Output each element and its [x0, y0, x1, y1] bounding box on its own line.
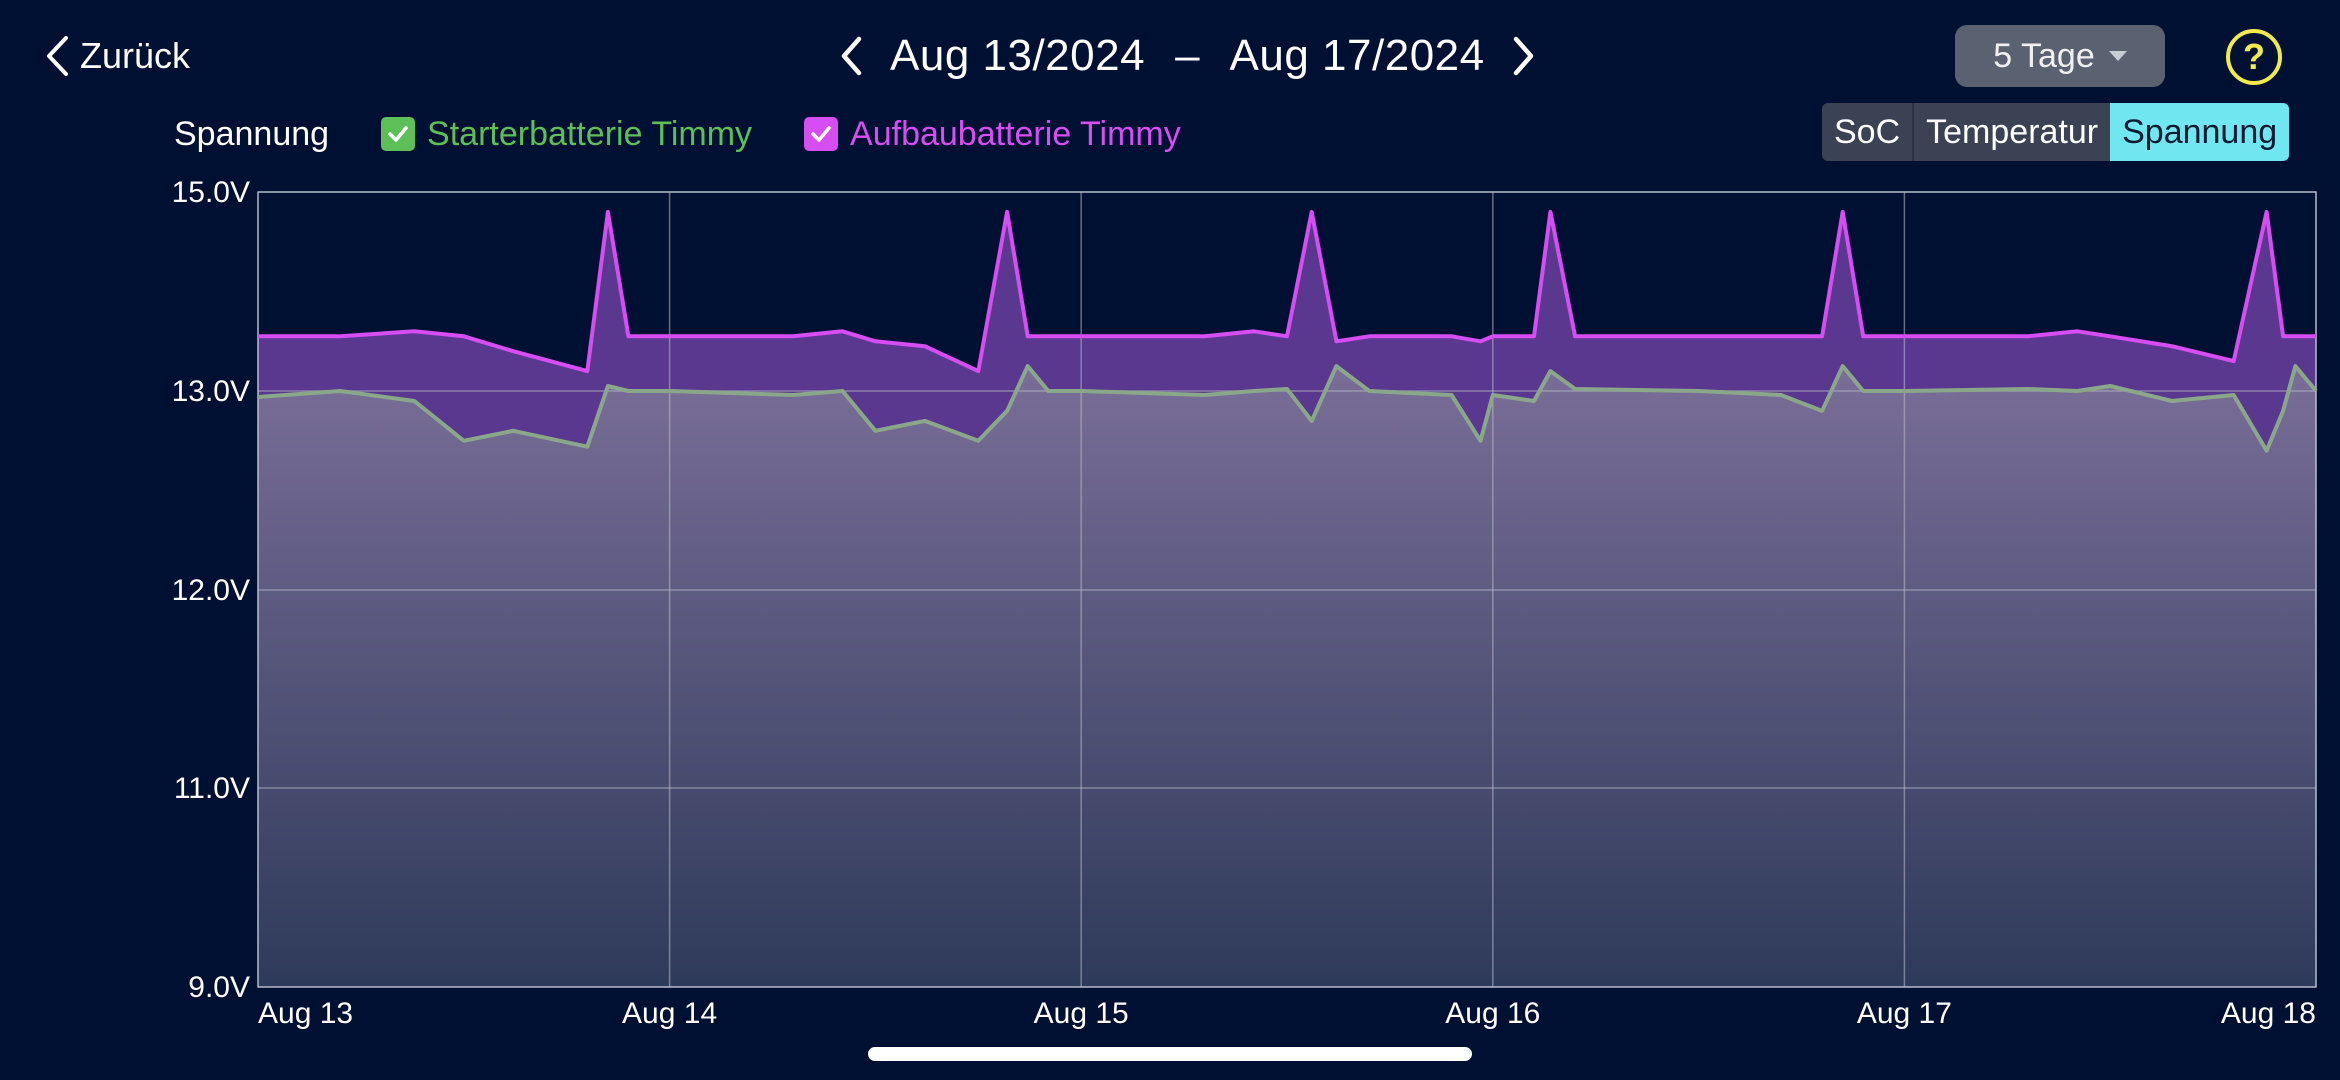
legend-label-aufbaubatterie: Aufbaubatterie Timmy	[850, 114, 1181, 153]
checkmark-icon	[388, 126, 408, 142]
metric-segmented-control: SoC Temperatur Spannung	[1822, 103, 2290, 161]
y-tick-label: 11.0V	[174, 772, 250, 805]
back-button[interactable]: Zurück	[44, 30, 190, 82]
tab-temperatur-label: Temperatur	[1926, 112, 2099, 151]
help-button[interactable]: ?	[2226, 29, 2282, 85]
back-label: Zurück	[80, 35, 191, 76]
chevron-left-icon	[47, 36, 68, 76]
range-separator: –	[1175, 31, 1200, 80]
tab-spannung-label: Spannung	[2122, 112, 2278, 151]
chevron-right-icon	[1513, 36, 1533, 76]
plot-border	[257, 191, 2317, 988]
legend-label-starterbatterie: Starterbatterie Timmy	[427, 114, 753, 153]
tab-temperatur[interactable]: Temperatur	[1914, 103, 2110, 161]
caret-down-icon	[2108, 51, 2127, 61]
x-tick-label: Aug 17	[1857, 997, 1952, 1030]
x-tick-label: Aug 13	[258, 997, 353, 1030]
aufbaubatterie-line	[258, 209, 2316, 374]
checkmark-icon	[811, 126, 831, 142]
date-range-nav: Aug 13/2024 – Aug 17/2024	[832, 24, 1543, 88]
legend-item-starterbatterie[interactable]: Starterbatterie Timmy	[381, 115, 752, 154]
checkbox-checked-icon[interactable]	[804, 117, 839, 151]
chevron-left-icon	[841, 36, 862, 76]
y-tick-label: 9.0V	[188, 971, 250, 1004]
y-tick-label: 12.0V	[172, 574, 250, 607]
range-end-date: Aug 17/2024	[1229, 31, 1485, 80]
home-indicator[interactable]	[868, 1047, 1472, 1061]
x-tick-label: Aug 16	[1445, 997, 1540, 1030]
y-tick-label: 15.0V	[172, 176, 250, 209]
x-tick-label: Aug 15	[1034, 997, 1129, 1030]
chart-legend: Spannung Starterbatterie Timmy Aufbaubat…	[174, 108, 1181, 160]
x-tick-label: Aug 14	[622, 997, 717, 1030]
legend-item-aufbaubatterie[interactable]: Aufbaubatterie Timmy	[804, 115, 1181, 154]
previous-range-button[interactable]	[832, 26, 872, 86]
next-range-button[interactable]	[1503, 26, 1543, 86]
tab-soc[interactable]: SoC	[1822, 103, 1912, 161]
range-start-date: Aug 13/2024	[890, 31, 1146, 80]
y-tick-label: 13.0V	[172, 375, 250, 408]
x-tick-label: Aug 18	[2221, 997, 2316, 1030]
tab-spannung[interactable]: Spannung	[2110, 103, 2290, 161]
question-mark-icon: ?	[2243, 36, 2265, 77]
range-select[interactable]: 5 Tage	[1955, 25, 2165, 87]
starterbatterie-area	[258, 366, 2316, 988]
checkbox-checked-icon[interactable]	[381, 117, 416, 151]
starterbatterie-line	[257, 364, 2318, 453]
range-select-value: 5 Tage	[1993, 36, 2095, 75]
tab-soc-label: SoC	[1834, 112, 1901, 151]
segment-divider	[1912, 103, 1915, 161]
legend-title: Spannung	[174, 114, 330, 153]
